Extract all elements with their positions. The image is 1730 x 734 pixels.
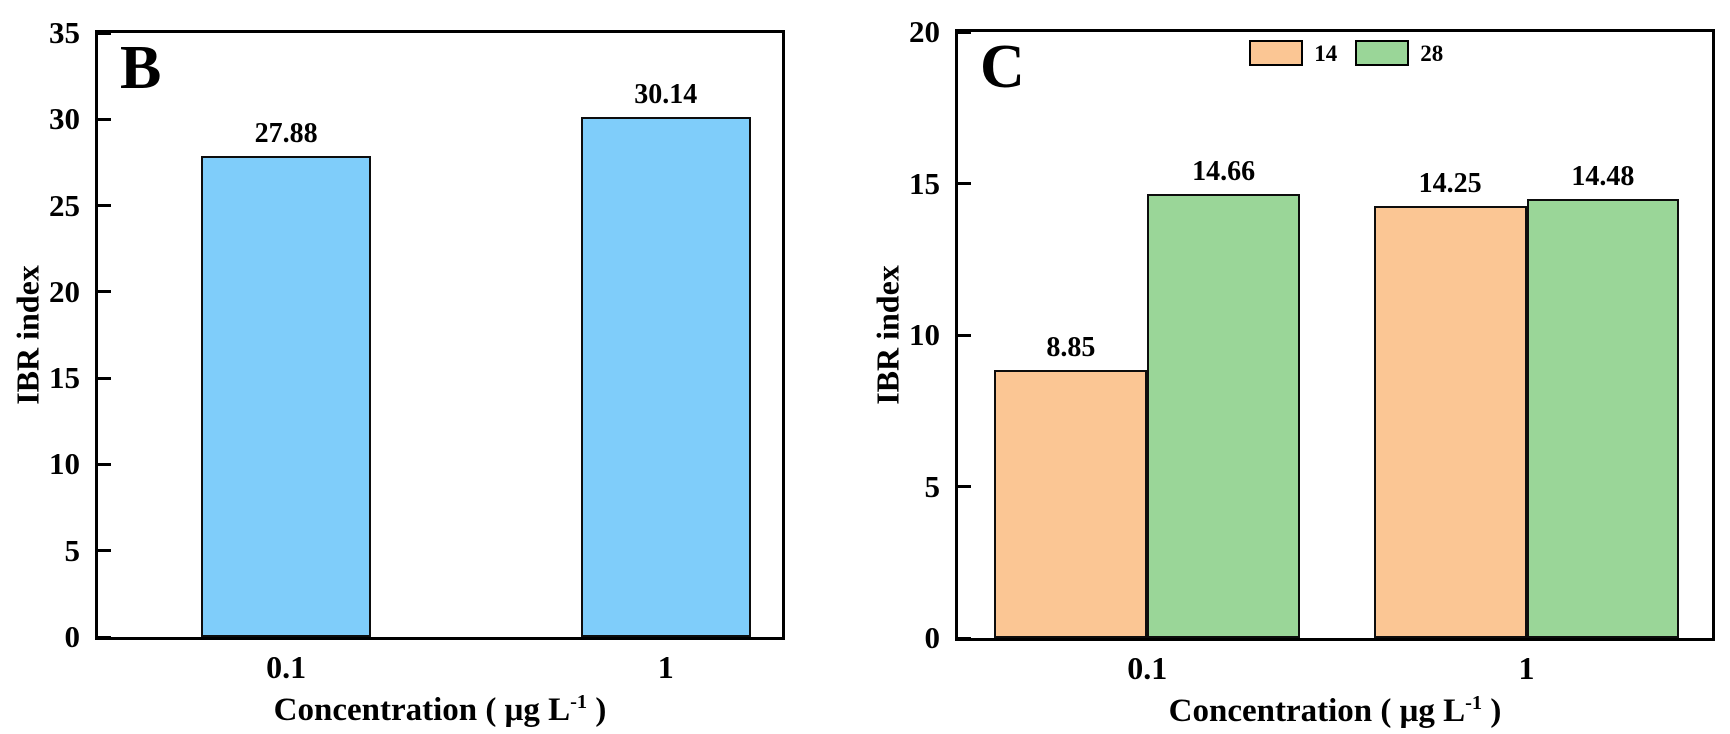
y-tick-label: 5 (64, 532, 81, 568)
x-tick-label: 0.1 (1127, 650, 1168, 686)
panel-letter-C: C (980, 33, 1025, 101)
legend-swatch-28 (1355, 40, 1410, 66)
bar-value-label: 14.48 (1571, 161, 1635, 193)
bar-value-label: 8.85 (1046, 331, 1096, 363)
y-tick (98, 462, 111, 466)
legend: 14 28 (1249, 40, 1443, 66)
y-tick-label: 10 (909, 317, 940, 352)
y-tick-label: 20 (49, 273, 80, 309)
bar-28-1 (1526, 199, 1680, 638)
legend-swatch-14 (1249, 40, 1304, 66)
y-tick-label: 0 (924, 620, 941, 655)
y-tick (958, 182, 971, 185)
y-tick-label: 15 (909, 165, 940, 201)
y-tick (958, 333, 971, 337)
y-tick (98, 31, 111, 35)
y-tick-label: 35 (49, 15, 80, 50)
y-tick (98, 635, 111, 639)
x-axis-title-end: ) (587, 692, 607, 728)
y-tick (98, 290, 111, 294)
x-tick-label: 1 (1518, 650, 1535, 686)
legend-item-14: 14 (1249, 40, 1337, 66)
x-axis-title-text: Concentration ( μg L (273, 692, 571, 728)
bar-28-0.1 (1147, 193, 1300, 638)
bar-value-label: 27.88 (254, 117, 318, 149)
x-axis-title-superscript: -1 (1465, 692, 1483, 714)
x-axis-title-text: Concentration ( μg L (1168, 693, 1466, 729)
y-tick-label: 30 (49, 101, 80, 137)
y-tick (98, 376, 111, 380)
y-tick-label: 10 (49, 446, 80, 482)
y-tick (98, 117, 111, 121)
bar-1 (580, 116, 751, 637)
panel-letter-B: B (120, 34, 162, 102)
y-tick (958, 636, 971, 640)
legend-label-14: 14 (1314, 40, 1338, 66)
y-tick (98, 204, 111, 208)
bar-14-0.1 (994, 369, 1148, 638)
legend-item-28: 28 (1355, 40, 1443, 66)
x-axis-title-end: ) (1482, 693, 1502, 729)
y-tick-label: 15 (49, 360, 80, 396)
y-tick-label: 20 (909, 14, 940, 49)
x-tick-label: 0.1 (266, 649, 307, 685)
y-tick (958, 485, 971, 488)
bar-value-label: 14.25 (1418, 168, 1482, 200)
y-tick (98, 549, 111, 553)
legend-label-28: 28 (1420, 40, 1444, 66)
bar-value-label: 14.66 (1192, 155, 1256, 187)
x-tick-label: 1 (657, 649, 674, 685)
y-tick-label: 0 (64, 619, 81, 654)
y-tick-label: 5 (924, 468, 941, 504)
bar-value-label: 30.14 (634, 78, 698, 110)
y-tick (958, 30, 971, 34)
bar-14-1 (1373, 206, 1527, 638)
x-axis-title: Concentration ( μg L-1 ) (1169, 692, 1502, 730)
x-axis-title: Concentration ( μg L-1 ) (274, 691, 607, 729)
chart-panel-C: C IBR index Concentration ( μg L-1 ) 14 … (870, 14, 1715, 729)
y-tick-label: 25 (49, 187, 80, 223)
bar-0.1 (201, 155, 371, 637)
x-axis-title-superscript: -1 (570, 691, 588, 713)
